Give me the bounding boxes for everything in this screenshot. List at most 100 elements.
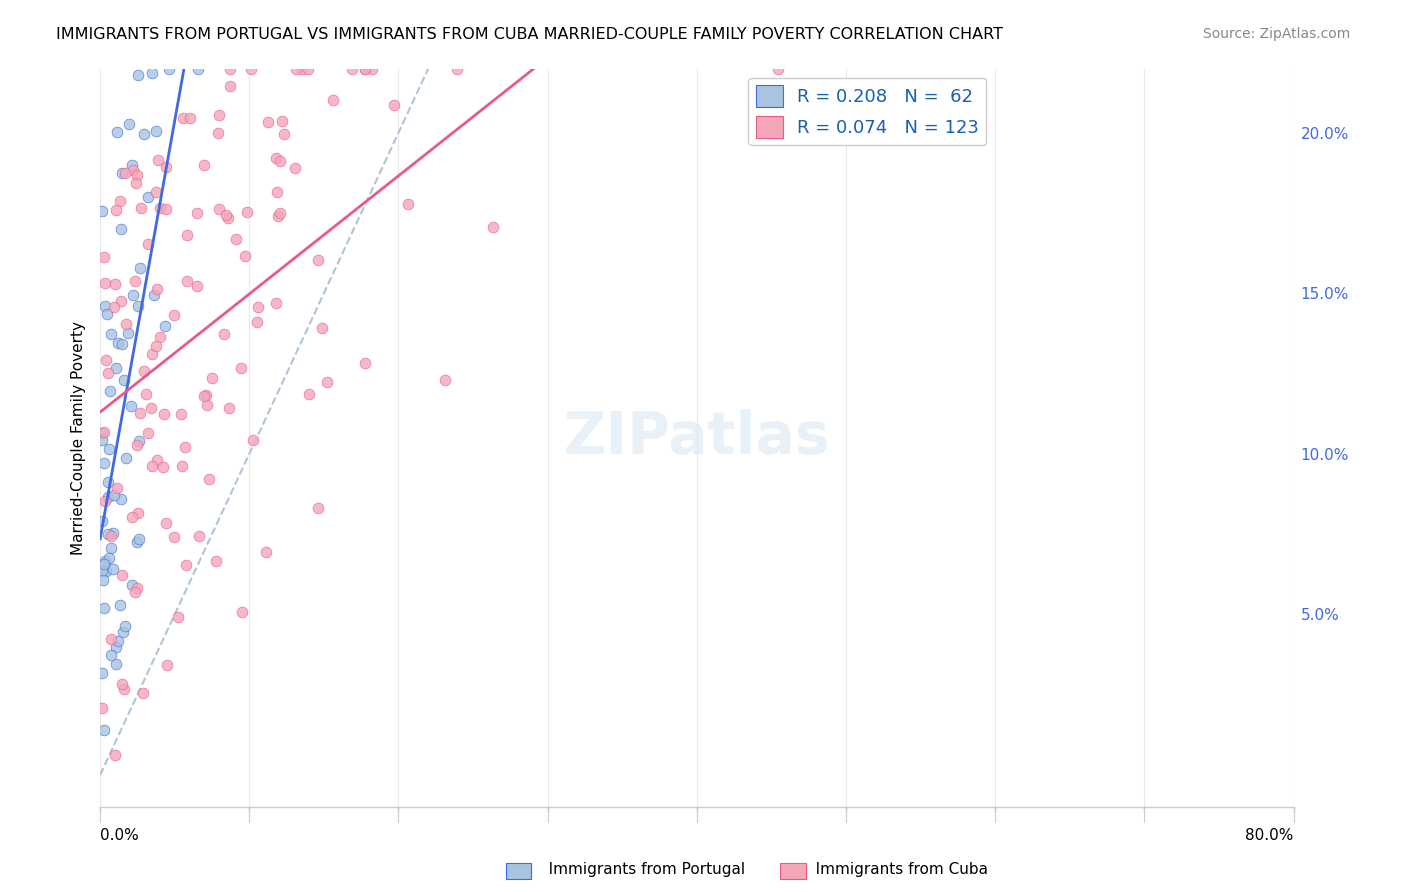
Point xyxy=(90,564,112,578)
Point xyxy=(315,376,337,390)
Point xyxy=(128,261,150,276)
Point xyxy=(118,117,141,131)
Point xyxy=(104,747,127,762)
Y-axis label: Married-Couple Family Poverty: Married-Couple Family Poverty xyxy=(72,321,86,555)
Point xyxy=(104,202,127,217)
Point xyxy=(112,681,135,696)
Point xyxy=(233,249,256,263)
Point xyxy=(291,62,314,76)
Point xyxy=(193,389,215,403)
Point xyxy=(174,440,197,454)
Point xyxy=(105,657,128,672)
Point xyxy=(167,609,190,624)
Point xyxy=(104,277,127,291)
Point xyxy=(219,79,242,94)
Point xyxy=(307,500,329,515)
Point xyxy=(91,666,114,681)
Point xyxy=(111,568,134,582)
Point xyxy=(204,554,226,568)
Point xyxy=(153,319,176,334)
Point xyxy=(97,551,120,566)
Point xyxy=(218,401,240,415)
Point xyxy=(269,153,291,168)
Point xyxy=(121,158,143,172)
Point xyxy=(131,686,153,700)
Point xyxy=(434,373,457,387)
Point xyxy=(105,481,128,495)
Point xyxy=(114,618,136,632)
Point xyxy=(217,211,239,226)
Point xyxy=(115,450,138,465)
Point xyxy=(322,93,344,107)
Point xyxy=(145,124,167,138)
Point xyxy=(382,98,405,112)
Point xyxy=(155,202,177,216)
Point xyxy=(100,648,122,663)
Text: 0.0%: 0.0% xyxy=(100,828,139,843)
Point xyxy=(103,300,125,314)
Point xyxy=(396,197,419,211)
Point xyxy=(285,62,308,76)
Point xyxy=(215,209,238,223)
Point xyxy=(481,220,503,235)
Point xyxy=(176,228,198,243)
Point xyxy=(94,554,117,568)
Point xyxy=(353,356,375,370)
Point xyxy=(127,506,149,520)
Text: Source: ZipAtlas.com: Source: ZipAtlas.com xyxy=(1202,27,1350,41)
Point xyxy=(361,62,384,76)
Legend: R = 0.208   N =  62, R = 0.074   N = 123: R = 0.208 N = 62, R = 0.074 N = 123 xyxy=(748,78,986,145)
Point xyxy=(129,406,152,420)
Point xyxy=(110,491,132,506)
Point xyxy=(257,115,280,129)
Point xyxy=(271,114,294,128)
Point xyxy=(149,201,172,215)
Point xyxy=(93,456,115,470)
Point xyxy=(97,475,120,490)
Point xyxy=(121,578,143,592)
Point xyxy=(254,545,277,559)
Point xyxy=(127,169,149,183)
Point xyxy=(124,274,146,288)
Point xyxy=(236,204,259,219)
Text: IMMIGRANTS FROM PORTUGAL VS IMMIGRANTS FROM CUBA MARRIED-COUPLE FAMILY POVERTY C: IMMIGRANTS FROM PORTUGAL VS IMMIGRANTS F… xyxy=(56,27,1004,42)
Point xyxy=(187,62,209,76)
Point xyxy=(231,605,253,619)
Point xyxy=(198,472,221,486)
Point xyxy=(93,493,115,508)
Point xyxy=(100,632,122,647)
Point xyxy=(111,166,134,180)
Point xyxy=(145,339,167,353)
Point xyxy=(139,401,162,416)
Point xyxy=(208,108,231,122)
Point xyxy=(172,111,194,125)
Point xyxy=(269,206,291,220)
Point xyxy=(127,69,149,83)
Point xyxy=(101,526,124,541)
Point xyxy=(103,488,125,502)
Point xyxy=(340,62,363,76)
Point xyxy=(155,516,177,530)
Point xyxy=(146,452,169,467)
Point xyxy=(298,386,321,401)
Point xyxy=(195,388,218,402)
Point xyxy=(247,300,270,314)
Point xyxy=(153,407,176,421)
Point xyxy=(127,438,149,452)
Point xyxy=(174,558,197,573)
Point xyxy=(229,360,252,375)
Point xyxy=(162,308,184,322)
Point xyxy=(97,527,120,541)
Point xyxy=(93,723,115,737)
Point xyxy=(100,541,122,556)
Point xyxy=(145,186,167,200)
Text: Immigrants from Portugal: Immigrants from Portugal xyxy=(534,863,745,877)
Point xyxy=(110,222,132,236)
Point xyxy=(100,529,122,543)
Point xyxy=(273,127,295,141)
Point xyxy=(97,442,120,456)
Point xyxy=(93,250,115,264)
Point xyxy=(94,352,117,367)
Point xyxy=(131,201,153,215)
Point xyxy=(121,510,143,524)
